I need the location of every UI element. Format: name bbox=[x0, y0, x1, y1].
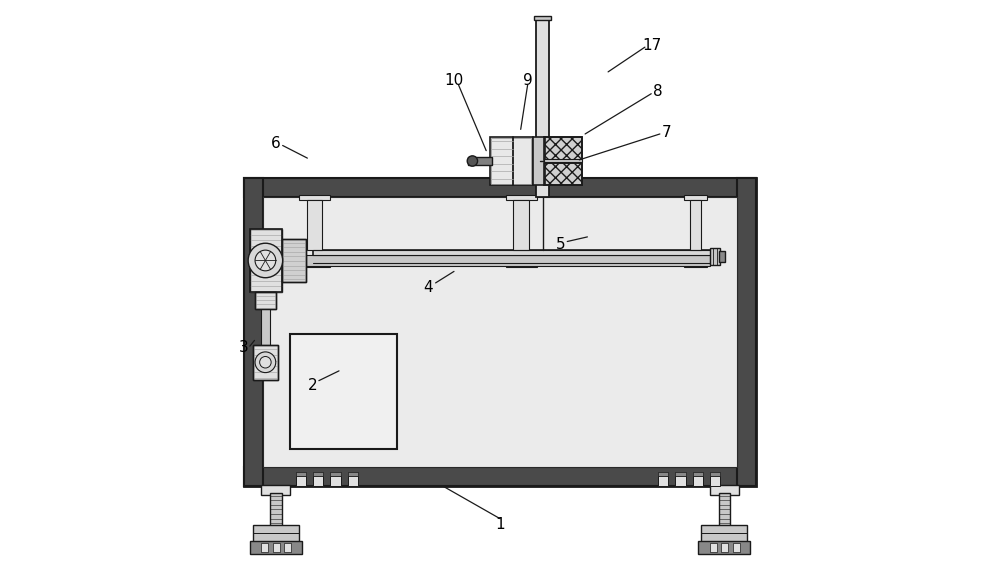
Bar bbox=[253, 345, 278, 380]
Bar bbox=[506, 262, 537, 267]
Text: 17: 17 bbox=[643, 39, 662, 53]
Bar bbox=[675, 472, 686, 476]
Bar bbox=[536, 17, 549, 197]
Bar bbox=[710, 248, 720, 265]
Bar bbox=[544, 137, 582, 160]
Circle shape bbox=[260, 356, 271, 368]
Circle shape bbox=[255, 250, 276, 271]
Text: 7: 7 bbox=[662, 125, 672, 140]
Bar bbox=[675, 476, 686, 486]
Bar bbox=[255, 292, 276, 309]
Bar bbox=[250, 229, 282, 292]
Bar bbox=[658, 476, 668, 486]
Bar bbox=[250, 541, 302, 554]
Bar bbox=[284, 543, 291, 552]
Bar bbox=[330, 472, 341, 476]
Bar bbox=[710, 472, 720, 476]
Bar bbox=[698, 541, 750, 554]
Bar bbox=[307, 200, 322, 250]
Bar bbox=[733, 543, 740, 552]
Bar bbox=[544, 163, 582, 185]
Bar bbox=[253, 525, 299, 543]
Bar bbox=[710, 543, 717, 552]
Bar bbox=[490, 136, 533, 185]
Bar bbox=[693, 476, 703, 486]
Bar bbox=[263, 197, 737, 467]
Bar bbox=[468, 157, 492, 165]
Bar bbox=[244, 178, 263, 486]
Bar bbox=[684, 262, 707, 267]
Bar bbox=[684, 195, 707, 200]
Bar bbox=[710, 485, 739, 494]
Bar bbox=[261, 543, 268, 552]
Text: 1: 1 bbox=[495, 518, 505, 532]
Text: 4: 4 bbox=[423, 280, 433, 295]
Text: 2: 2 bbox=[308, 378, 318, 393]
Text: 6: 6 bbox=[271, 136, 281, 151]
Circle shape bbox=[467, 156, 478, 166]
Bar bbox=[701, 525, 747, 543]
Bar bbox=[250, 229, 282, 292]
Bar bbox=[282, 239, 306, 282]
Bar bbox=[348, 476, 358, 486]
Bar bbox=[690, 200, 701, 250]
Bar bbox=[261, 309, 270, 348]
Bar bbox=[313, 472, 323, 476]
Bar bbox=[244, 467, 756, 486]
Bar bbox=[290, 334, 396, 449]
Bar bbox=[299, 195, 330, 200]
Circle shape bbox=[248, 243, 283, 278]
Bar bbox=[348, 472, 358, 476]
Bar bbox=[296, 472, 306, 476]
Bar bbox=[544, 159, 582, 162]
Bar bbox=[255, 292, 276, 309]
Text: 3: 3 bbox=[239, 340, 249, 355]
Bar bbox=[718, 251, 725, 262]
Bar bbox=[270, 493, 282, 526]
Bar bbox=[282, 239, 306, 282]
Bar bbox=[544, 137, 582, 160]
Bar bbox=[721, 543, 728, 552]
Bar bbox=[544, 163, 582, 185]
Bar bbox=[306, 255, 710, 266]
Bar bbox=[718, 493, 730, 526]
Bar bbox=[330, 476, 341, 486]
Bar bbox=[693, 472, 703, 476]
Bar bbox=[533, 136, 545, 185]
Bar bbox=[244, 178, 756, 197]
Bar bbox=[710, 476, 720, 486]
Text: 10: 10 bbox=[444, 73, 464, 88]
Bar bbox=[658, 472, 668, 476]
Bar bbox=[513, 200, 529, 250]
Bar bbox=[491, 139, 531, 183]
Bar bbox=[244, 178, 756, 486]
Text: 9: 9 bbox=[523, 73, 532, 88]
Bar bbox=[313, 250, 718, 263]
Bar bbox=[253, 345, 278, 380]
Circle shape bbox=[255, 352, 276, 373]
Text: 5: 5 bbox=[556, 237, 565, 252]
Bar bbox=[273, 543, 280, 552]
Bar bbox=[261, 485, 290, 494]
Bar bbox=[296, 476, 306, 486]
Text: 8: 8 bbox=[653, 85, 663, 99]
Bar bbox=[299, 262, 330, 267]
Bar bbox=[737, 178, 756, 486]
Bar bbox=[313, 476, 323, 486]
Bar bbox=[534, 16, 551, 20]
Bar bbox=[506, 195, 537, 200]
